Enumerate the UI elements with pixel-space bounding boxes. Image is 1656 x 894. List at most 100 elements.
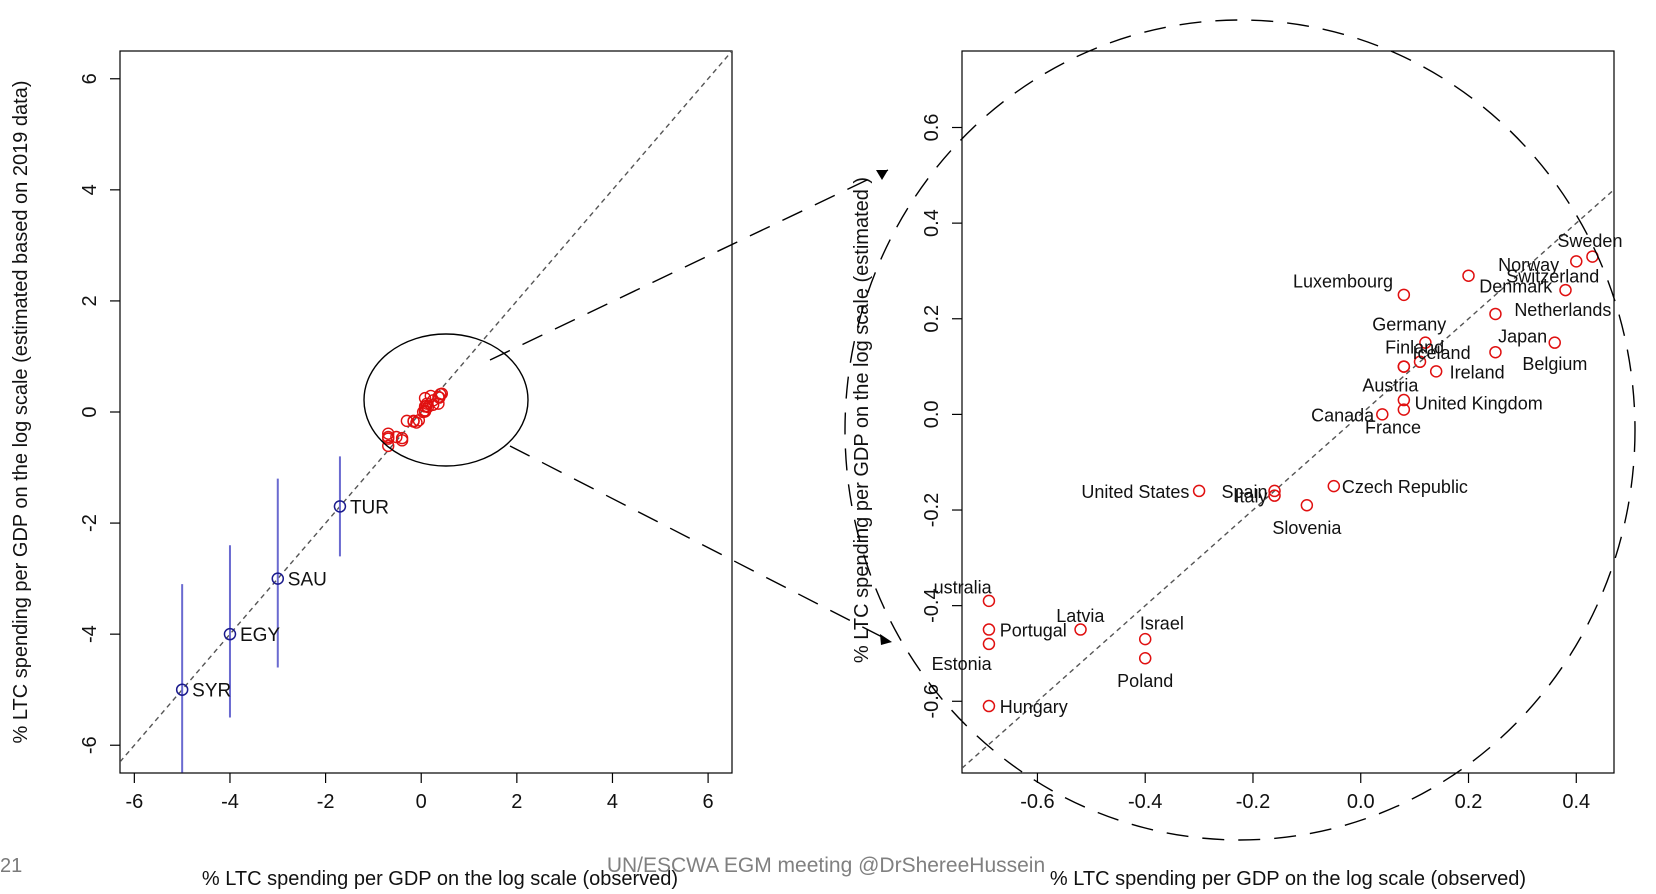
slide-footer-credit: UN/ESCWA EGM meeting @DrShereeHussein bbox=[607, 854, 1045, 877]
right-y-axis-label: % LTC spending per GDP on the log scale … bbox=[851, 177, 873, 663]
point-label-switzerland: Switzerland bbox=[1506, 267, 1599, 287]
data-point-portugal bbox=[982, 623, 996, 636]
data-point-luxembourg bbox=[1397, 288, 1411, 302]
right-plot-area bbox=[962, 189, 1614, 769]
point-label-canada: Canada bbox=[1311, 405, 1375, 425]
point-label-sau: SAU bbox=[288, 570, 327, 591]
right-x-axis: -0.6 -0.4 -0.2 0.0 0.2 0.4 bbox=[1020, 772, 1590, 813]
left-scatter-panel: TUR SAU EGY SYR -6 -4 -2 0 2 4 6 -6 -4 -2 0 2 4 6 % LTC… bbox=[10, 50, 733, 890]
cluster-point-6 bbox=[395, 434, 409, 447]
data-point-canada bbox=[1376, 408, 1389, 421]
left-plot-area: TUR SAU EGY SYR bbox=[120, 51, 732, 773]
right-x-tick-label: 0.4 bbox=[1562, 791, 1590, 813]
left-y-tick-label: 6 bbox=[79, 73, 101, 84]
cluster-point-27 bbox=[435, 387, 448, 400]
cluster-point-10 bbox=[410, 416, 423, 429]
left-y-axis: -6 -4 -2 0 2 4 6 bbox=[79, 73, 120, 754]
zoom-callout bbox=[363, 19, 1636, 841]
right-y-axis: -0.6 -0.4 -0.2 0.0 0.2 0.4 0.6 bbox=[921, 114, 962, 719]
right-y-tick-label: 0.6 bbox=[921, 114, 943, 142]
point-label-syr: SYR bbox=[192, 681, 231, 702]
right-x-tick-label: -0.4 bbox=[1128, 791, 1162, 813]
left-y-tick-label: 0 bbox=[79, 406, 101, 417]
data-point-france bbox=[1397, 403, 1411, 416]
slide-page-number: 21 bbox=[0, 855, 22, 877]
right-zoom-panel: ustralia Portugal Estonia Hungary Latvia Isra… bbox=[851, 50, 1623, 890]
data-point-ustralia bbox=[982, 594, 996, 608]
data-point-switzerland bbox=[1559, 283, 1572, 297]
point-label-france: France bbox=[1365, 417, 1421, 437]
cluster-point-7 bbox=[400, 414, 414, 428]
cluster-point-16 bbox=[418, 391, 432, 405]
left-y-tick-label: 4 bbox=[79, 184, 101, 195]
data-point-finland bbox=[1397, 360, 1411, 373]
point-label-belgium: Belgium bbox=[1522, 354, 1587, 374]
point-label-ireland: Ireland bbox=[1450, 362, 1505, 382]
left-x-tick-label: 4 bbox=[607, 791, 618, 813]
data-point-ireland bbox=[1429, 365, 1443, 378]
left-y-tick-label: -2 bbox=[79, 514, 101, 532]
point-label-poland: Poland bbox=[1117, 671, 1173, 691]
left-y-tick-label: 2 bbox=[79, 295, 101, 306]
data-point-iceland bbox=[1419, 336, 1432, 349]
data-point-spain bbox=[1268, 484, 1281, 498]
point-label-latvia: Latvia bbox=[1056, 606, 1105, 626]
right-identity-line bbox=[962, 189, 1614, 769]
point-label-united-kingdom: United Kingdom bbox=[1415, 393, 1543, 413]
point-label-denmark: Denmark bbox=[1479, 276, 1553, 296]
right-x-tick-label: -0.2 bbox=[1236, 791, 1270, 813]
point-label-united-states: United States bbox=[1081, 482, 1189, 502]
left-x-tick-label: 0 bbox=[416, 791, 427, 813]
left-y-tick-label: -4 bbox=[79, 625, 101, 643]
zoom-connector-bottom bbox=[509, 445, 889, 641]
data-point-netherlands bbox=[1489, 307, 1502, 321]
left-y-tick-label: -6 bbox=[79, 736, 101, 754]
right-y-tick-label: 0.4 bbox=[921, 209, 943, 237]
left-x-tick-label: -4 bbox=[221, 791, 239, 813]
point-label-austria: Austria bbox=[1362, 376, 1419, 396]
data-point-estonia bbox=[982, 637, 996, 651]
data-point-belgium bbox=[1548, 336, 1561, 349]
data-point-tur bbox=[333, 500, 347, 513]
point-label-germany: Germany bbox=[1372, 315, 1446, 335]
data-point-slovenia bbox=[1300, 498, 1314, 512]
point-label-sweden: Sweden bbox=[1557, 231, 1622, 251]
point-label-luxembourg: Luxembourg bbox=[1293, 272, 1393, 292]
point-label-czech-republic: Czech Republic bbox=[1342, 477, 1468, 497]
cluster-point-0 bbox=[382, 427, 395, 440]
right-y-tick-label: 0.0 bbox=[921, 400, 943, 428]
left-x-tick-label: -2 bbox=[317, 791, 335, 813]
right-y-tick-label: 0.2 bbox=[921, 305, 943, 333]
right-y-tick-label: -0.6 bbox=[921, 684, 943, 718]
point-label-italy: Italy bbox=[1235, 487, 1268, 507]
data-point-syr bbox=[175, 683, 189, 696]
data-point-italy bbox=[1268, 489, 1281, 502]
data-point-poland bbox=[1138, 651, 1152, 665]
right-x-axis-label: % LTC spending per GDP on the log scale … bbox=[1050, 868, 1526, 890]
right-y-tick-label: -0.2 bbox=[921, 493, 943, 527]
point-label-iceland: Iceland bbox=[1413, 343, 1471, 363]
data-point-czech-republic bbox=[1327, 479, 1341, 493]
data-point-hungary bbox=[982, 699, 996, 713]
data-point-japan bbox=[1489, 345, 1502, 359]
data-point-israel bbox=[1138, 632, 1152, 646]
right-x-tick-label: 0.0 bbox=[1347, 791, 1375, 813]
left-x-axis: -6 -4 -2 0 2 4 6 bbox=[125, 772, 714, 813]
cluster-point-2 bbox=[382, 432, 395, 445]
data-point-united-kingdom bbox=[1397, 393, 1411, 407]
right-point-labels: ustralia Portugal Estonia Hungary Latvia Isra… bbox=[932, 231, 1623, 717]
cluster-point-3 bbox=[382, 439, 395, 453]
point-label-finland: Finland bbox=[1385, 337, 1444, 357]
point-label-netherlands: Netherlands bbox=[1514, 300, 1611, 320]
data-point-egy bbox=[223, 627, 237, 641]
data-point-united-states bbox=[1192, 484, 1206, 498]
point-label-japan: Japan bbox=[1498, 326, 1547, 346]
data-point-denmark bbox=[1462, 269, 1475, 282]
point-label-hungary: Hungary bbox=[1000, 697, 1068, 717]
point-label-estonia: Estonia bbox=[932, 654, 993, 674]
point-label-portugal: Portugal bbox=[1000, 621, 1067, 641]
point-label-norway: Norway bbox=[1498, 255, 1559, 275]
left-x-tick-label: 6 bbox=[703, 791, 714, 813]
left-x-tick-label: 2 bbox=[511, 791, 522, 813]
zoom-connector-top bbox=[489, 169, 889, 361]
